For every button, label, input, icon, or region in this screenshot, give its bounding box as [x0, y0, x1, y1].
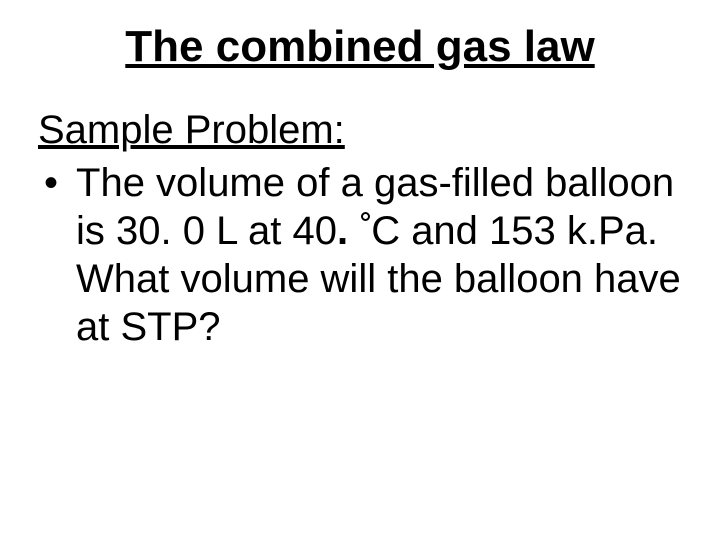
sample-problem-heading: Sample Problem: [38, 108, 682, 153]
degree-circle-icon [361, 212, 370, 221]
bullet-item: • The volume of a gas-filled balloon is … [38, 159, 682, 351]
slide-container: The combined gas law Sample Problem: • T… [0, 0, 720, 540]
degree-symbol [359, 209, 371, 253]
bold-period: . [337, 209, 348, 253]
slide-title: The combined gas law [38, 22, 682, 72]
problem-text: The volume of a gas-filled balloon is 30… [76, 159, 682, 351]
bullet-glyph: • [44, 159, 58, 207]
